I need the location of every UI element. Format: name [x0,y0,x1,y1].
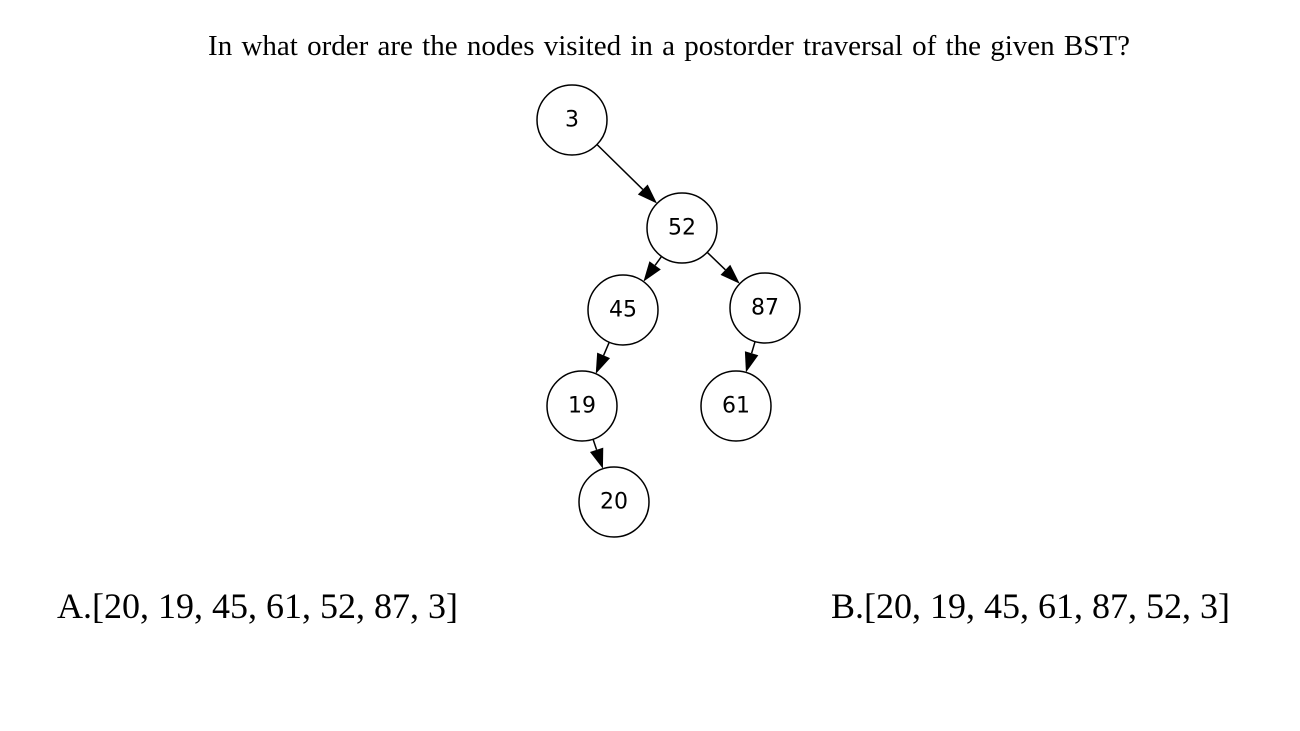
arrowhead-icon [595,352,611,374]
node-label: 61 [722,394,750,419]
option-b[interactable]: B.[20, 19, 45, 61, 87, 52, 3] [831,586,1230,626]
node-label: 20 [600,490,628,515]
edge-87-61 [744,341,759,373]
node-circle [546,370,618,442]
node-label: 52 [668,216,696,241]
tree-node-87: 87 [729,272,801,344]
tree-node-20: 20 [578,466,650,538]
tree-node-19: 19 [546,370,618,442]
node-circle [700,370,772,442]
edge-line [750,341,756,354]
option-a[interactable]: A.[20, 19, 45, 61, 52, 87, 3] [57,586,458,626]
node-circle [587,274,659,346]
node-label: 3 [565,108,579,133]
edge-line [706,251,726,271]
node-label: 87 [751,296,779,321]
tree-node-61: 61 [700,370,772,442]
nodes-layer: 3 52 45 87 19 61 20 [536,84,801,538]
arrowhead-icon [744,351,759,373]
edge-line [654,255,663,266]
edge-19-20 [589,438,604,469]
tree-node-52: 52 [646,192,718,264]
edge-3-52 [596,143,658,204]
edge-52-45 [643,255,663,282]
question-text: In what order are the nodes visited in a… [208,30,1130,62]
node-circle [578,466,650,538]
edge-line [592,438,598,451]
tree-node-45: 45 [587,274,659,346]
edge-52-87 [706,251,740,284]
edge-line [602,341,610,356]
arrowhead-icon [637,184,658,204]
node-label: 19 [568,394,596,419]
node-label: 45 [609,298,637,323]
arrowhead-icon [720,264,740,284]
arrowhead-icon [643,261,661,282]
node-circle [646,192,718,264]
node-circle [729,272,801,344]
arrowhead-icon [589,447,604,469]
node-circle [536,84,608,156]
edge-line [596,143,644,191]
edges-layer [589,143,759,469]
edge-45-19 [595,341,611,374]
tree-node-3: 3 [536,84,608,156]
